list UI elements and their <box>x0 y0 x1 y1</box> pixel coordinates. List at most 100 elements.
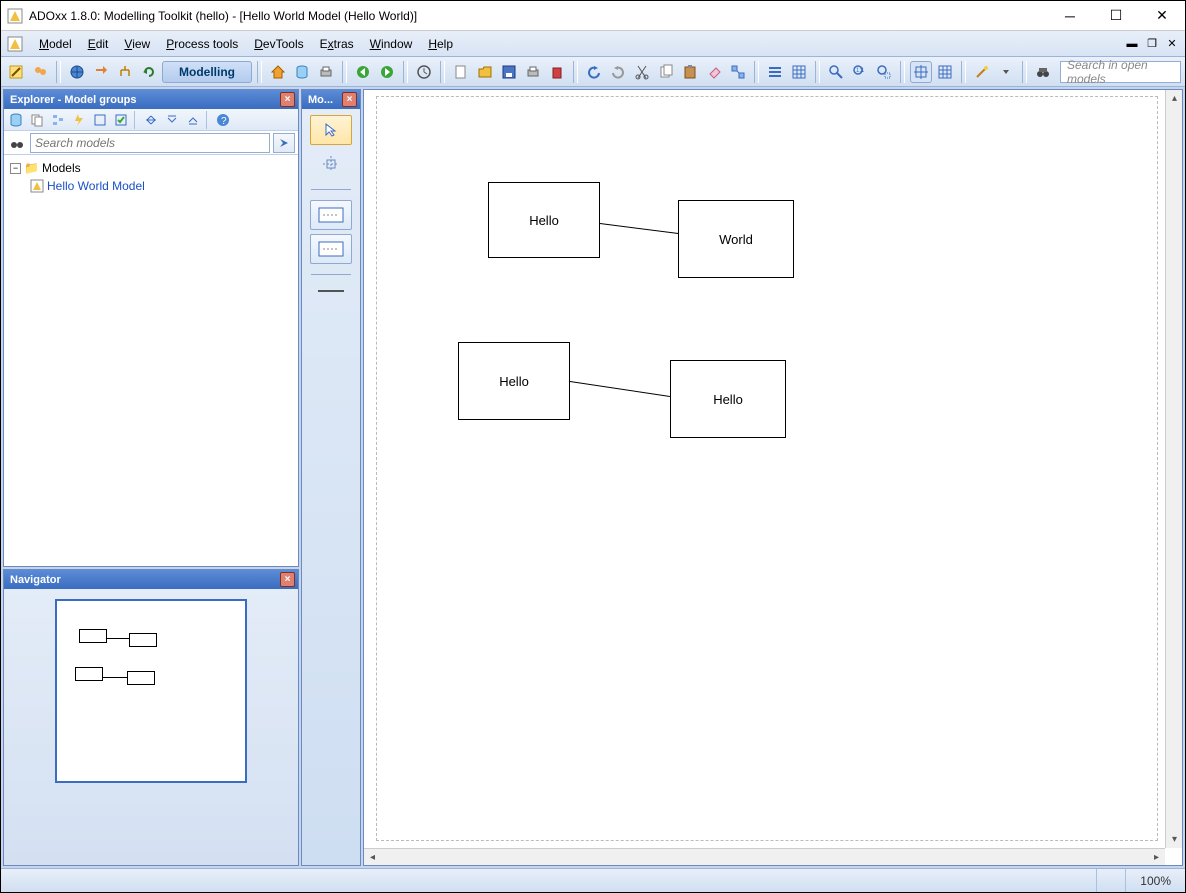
tool-db-icon[interactable] <box>291 61 313 83</box>
navigator-preview[interactable] <box>55 599 247 783</box>
tool-paste-icon[interactable] <box>679 61 701 83</box>
explorer-header: Explorer - Model groups × <box>4 90 298 109</box>
menu-window[interactable]: Window <box>362 34 421 54</box>
tool-list-icon[interactable] <box>764 61 786 83</box>
tool-forward-icon[interactable] <box>376 61 398 83</box>
search-models-input[interactable]: Search in open models <box>1060 61 1181 83</box>
canvas-edge[interactable] <box>600 223 678 234</box>
menu-view[interactable]: View <box>116 34 158 54</box>
tool-clock-icon[interactable] <box>413 61 435 83</box>
explorer-close-icon[interactable]: × <box>280 92 295 107</box>
menu-process-tools[interactable]: Process tools <box>158 34 246 54</box>
tool-edit-icon[interactable] <box>5 61 27 83</box>
menu-help[interactable]: Help <box>420 34 461 54</box>
palette-crosshair-tool[interactable] <box>310 149 352 179</box>
exp-expand-icon[interactable] <box>183 110 203 130</box>
navigator-close-icon[interactable]: × <box>280 572 295 587</box>
palette-node-tool[interactable] <box>310 200 352 230</box>
canvas-edge[interactable] <box>570 381 670 397</box>
tool-print2-icon[interactable] <box>522 61 544 83</box>
canvas-node[interactable]: Hello <box>488 182 600 258</box>
tool-cut-icon[interactable] <box>631 61 653 83</box>
mdi-controls: ▬ ❐ ✕ <box>1125 37 1185 51</box>
tool-globe-icon[interactable] <box>66 61 88 83</box>
exp-bolt-icon[interactable] <box>69 110 89 130</box>
menu-model[interactable]: Model <box>31 34 80 54</box>
mdi-restore-icon[interactable]: ❐ <box>1145 37 1159 51</box>
exp-help-icon[interactable]: ? <box>213 110 233 130</box>
tool-binoculars-icon[interactable] <box>1032 61 1054 83</box>
status-zoom[interactable]: 100% <box>1125 869 1185 892</box>
exp-check-icon[interactable] <box>111 110 131 130</box>
vertical-scrollbar[interactable]: ▴ ▾ <box>1165 90 1182 848</box>
tree-expander-icon[interactable]: − <box>10 163 21 174</box>
explorer-tree[interactable]: − 📁 Models Hello World Model <box>4 155 298 566</box>
tool-zoomarea-icon[interactable] <box>873 61 895 83</box>
tool-open-icon[interactable] <box>474 61 496 83</box>
navigator-header: Navigator × <box>4 570 298 589</box>
tool-redo-icon[interactable] <box>607 61 629 83</box>
close-button[interactable]: ✕ <box>1139 1 1185 31</box>
exp-collapse-icon[interactable] <box>141 110 161 130</box>
tool-print-icon[interactable] <box>315 61 337 83</box>
tool-delete-icon[interactable] <box>546 61 568 83</box>
tool-save-icon[interactable] <box>498 61 520 83</box>
tool-new-icon[interactable] <box>450 61 472 83</box>
mode-label[interactable]: Modelling <box>162 61 252 83</box>
tool-grid-icon[interactable] <box>934 61 956 83</box>
explorer-search-go-button[interactable] <box>273 133 295 153</box>
tool-convert-icon[interactable] <box>90 61 112 83</box>
tool-snap-icon[interactable] <box>910 61 932 83</box>
scroll-left-icon[interactable]: ◂ <box>364 849 381 865</box>
tool-undo-icon[interactable] <box>583 61 605 83</box>
menu-devtools[interactable]: DevTools <box>246 34 311 54</box>
horizontal-scrollbar[interactable]: ◂ ▸ <box>364 848 1165 865</box>
scroll-up-icon[interactable]: ▴ <box>1166 90 1182 107</box>
exp-db-icon[interactable] <box>6 110 26 130</box>
explorer-search-row <box>4 131 298 155</box>
exp-tree-icon[interactable] <box>48 110 68 130</box>
explorer-panel: Explorer - Model groups × ? <box>3 89 299 567</box>
menu-edit[interactable]: Edit <box>80 34 117 54</box>
explorer-search-input[interactable] <box>30 133 270 153</box>
tool-erase-icon[interactable] <box>703 61 725 83</box>
canvas-node[interactable]: World <box>678 200 794 278</box>
tool-link-icon[interactable] <box>727 61 749 83</box>
canvas-node[interactable]: Hello <box>670 360 786 438</box>
navigator-body[interactable] <box>4 589 298 865</box>
tool-home-icon[interactable] <box>267 61 289 83</box>
tool-zoomfit-icon[interactable]: 1:1 <box>849 61 871 83</box>
palette-body <box>302 109 360 865</box>
menu-extras[interactable]: Extras <box>312 34 362 54</box>
tool-back-icon[interactable] <box>352 61 374 83</box>
scroll-right-icon[interactable]: ▸ <box>1148 849 1165 865</box>
exp-shrink-icon[interactable] <box>162 110 182 130</box>
palette-pointer-tool[interactable] <box>310 115 352 145</box>
minimize-button[interactable]: ─ <box>1047 1 1093 31</box>
canvas-node[interactable]: Hello <box>458 342 570 420</box>
palette-connector-tool[interactable] <box>310 285 352 297</box>
maximize-button[interactable]: ☐ <box>1093 1 1139 31</box>
mdi-minimize-icon[interactable]: ▬ <box>1125 37 1139 51</box>
explorer-title: Explorer - Model groups <box>10 94 137 106</box>
palette-close-icon[interactable]: × <box>342 92 357 107</box>
exp-wrap-icon[interactable] <box>90 110 110 130</box>
exp-copy-icon[interactable] <box>27 110 47 130</box>
tree-root-row[interactable]: − 📁 Models <box>6 159 296 177</box>
folder-icon: 📁 <box>24 161 39 175</box>
navigator-title: Navigator <box>10 574 61 586</box>
tool-refresh-icon[interactable] <box>138 61 160 83</box>
mdi-close-icon[interactable]: ✕ <box>1165 37 1179 51</box>
tool-users-icon[interactable] <box>29 61 51 83</box>
search-binoculars-icon[interactable] <box>7 133 27 153</box>
tool-copy-icon[interactable] <box>655 61 677 83</box>
palette-node2-tool[interactable] <box>310 234 352 264</box>
tool-dropdown-icon[interactable] <box>995 61 1017 83</box>
canvas-body[interactable]: Hello World Hello Hello ▴ ▾ ◂ ▸ <box>364 90 1182 865</box>
tool-wand-icon[interactable] <box>971 61 993 83</box>
tool-table-icon[interactable] <box>788 61 810 83</box>
tool-scale-icon[interactable] <box>114 61 136 83</box>
scroll-down-icon[interactable]: ▾ <box>1166 831 1182 848</box>
tree-item-row[interactable]: Hello World Model <box>6 177 296 195</box>
tool-zoom-icon[interactable] <box>825 61 847 83</box>
